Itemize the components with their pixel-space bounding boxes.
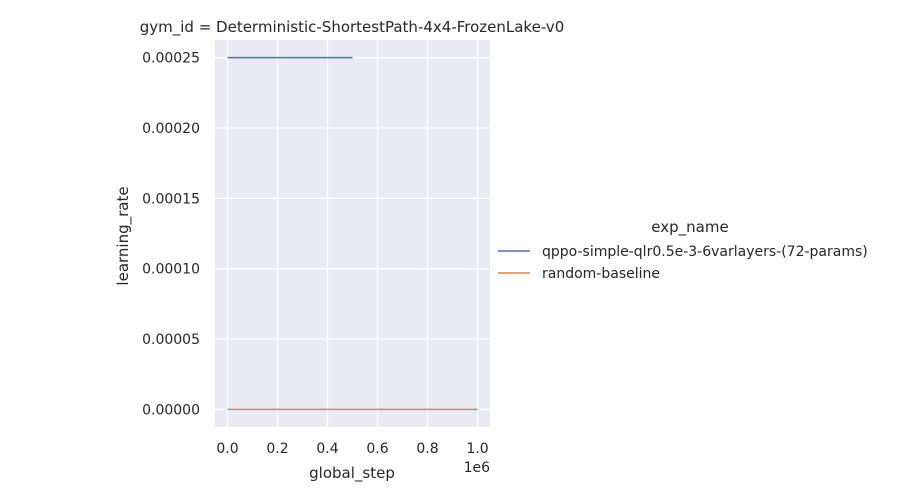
y-tick-label: 0.00025 — [142, 51, 200, 67]
legend: exp_name qppo-simple-qlr0.5e-3-6varlayer… — [498, 218, 868, 282]
y-axis-label: learning_rate — [114, 186, 133, 285]
legend-title: exp_name — [651, 218, 728, 237]
x-tick-label: 0.2 — [266, 441, 288, 457]
y-tick-label: 0.00015 — [142, 191, 200, 207]
series-layer — [227, 56, 478, 411]
x-axis-label: global_step — [309, 464, 395, 483]
chart-title: gym_id = Deterministic-ShortestPath-4x4-… — [140, 18, 565, 37]
legend-entry-label: random-baseline — [542, 266, 660, 282]
x-tick-label: 0.6 — [366, 441, 388, 457]
y-axis-ticks: 0.00000 0.00005 0.00010 0.00015 0.00020 0.000… — [142, 51, 200, 419]
x-axis-ticks: 0.0 0.2 0.4 0.6 0.8 1.0 — [216, 441, 488, 457]
y-tick-label: 0.00000 — [142, 402, 200, 418]
plot-background — [215, 40, 490, 427]
y-tick-label: 0.00020 — [142, 121, 200, 137]
legend-entries: qppo-simple-qlr0.5e-3-6varlayers-(72-par… — [498, 244, 868, 282]
x-tick-label: 1.0 — [466, 441, 488, 457]
legend-entry-label: qppo-simple-qlr0.5e-3-6varlayers-(72-par… — [542, 244, 868, 260]
x-tick-label: 0.8 — [416, 441, 438, 457]
x-axis-offset-label: 1e6 — [464, 460, 491, 476]
x-tick-label: 0.0 — [216, 441, 238, 457]
x-tick-label: 0.4 — [316, 441, 338, 457]
y-tick-label: 0.00005 — [142, 332, 200, 348]
y-tick-label: 0.00010 — [142, 262, 200, 278]
